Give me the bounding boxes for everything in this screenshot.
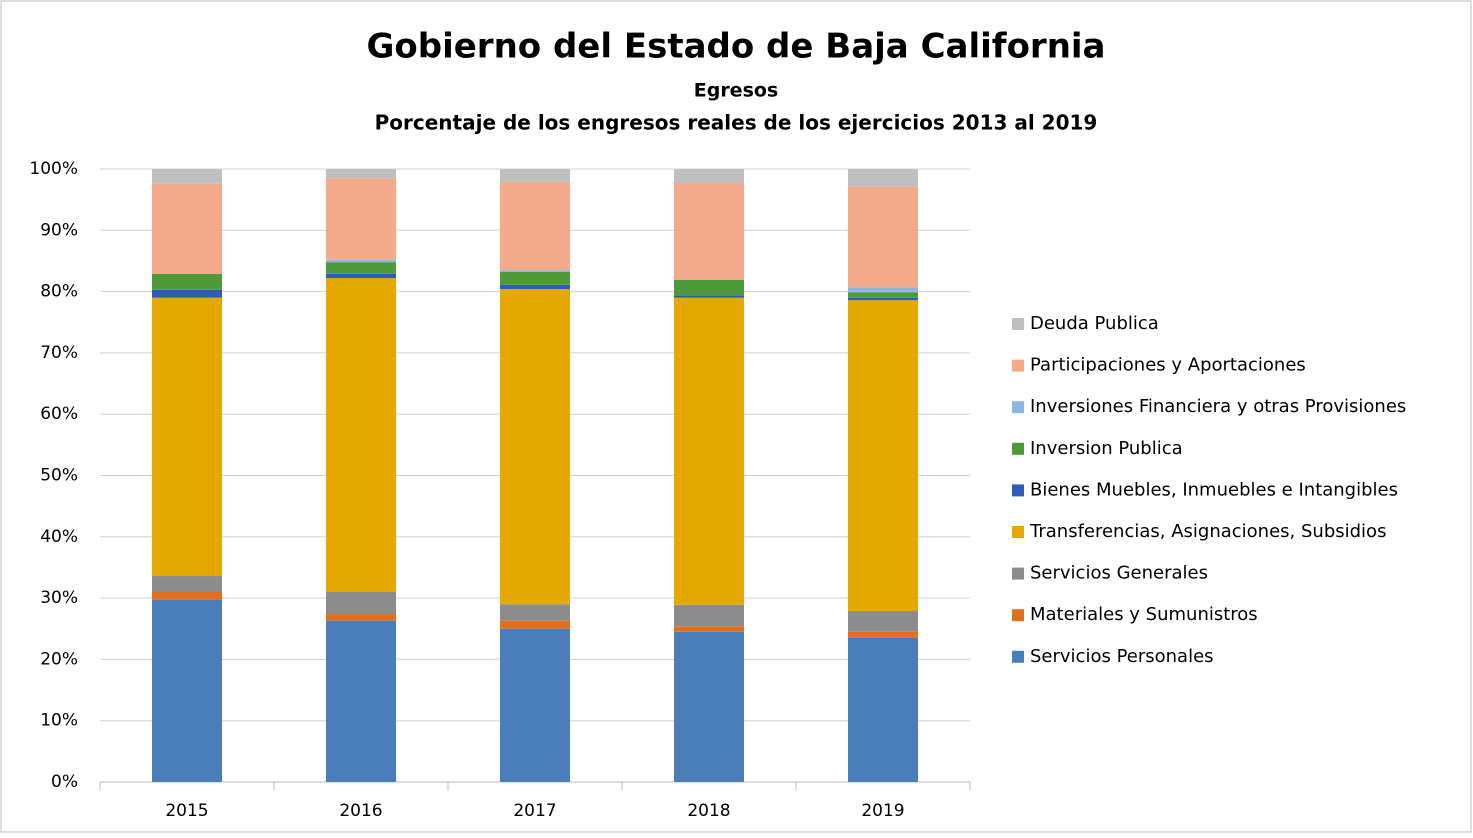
bar-segment [152,599,222,782]
legend-swatch [1012,318,1024,330]
bar-segment [674,297,744,605]
y-tick-label: 0% [51,772,78,792]
chart-subtitle: Porcentaje de los engresos reales de los… [375,111,1098,135]
bar-segment [500,628,570,782]
y-tick-label: 70% [40,343,78,363]
x-tick-label: 2018 [687,801,730,821]
bar-segment [674,604,744,627]
x-tick-label: 2015 [165,801,208,821]
legend-label: Inversion Publica [1030,438,1183,459]
bar-segment [326,169,396,179]
legend-swatch [1012,526,1024,538]
bar-segment [674,631,744,782]
bar-segment [674,183,744,280]
y-tick-label: 90% [40,220,78,240]
bar-segment [848,292,918,298]
bar-segment [152,169,222,184]
x-tick-label: 2017 [513,801,556,821]
bar-segment [500,181,570,271]
y-tick-label: 10% [40,711,78,731]
bar-segment [152,297,222,577]
x-tick-label: 2019 [861,801,904,821]
bar-segment [326,614,396,621]
y-tick-label: 80% [40,282,78,302]
legend-label: Servicios Personales [1030,646,1214,667]
legend-swatch [1012,401,1024,414]
legend-swatch [1012,484,1024,497]
bar-segment [152,576,222,592]
bar-segment [848,297,918,301]
bar-segment [500,270,570,272]
bar-segment [152,183,222,274]
legend-label: Participaciones y Aportaciones [1030,355,1306,376]
bar-segment [326,273,396,279]
y-tick-label: 20% [40,649,78,669]
chart-title: Gobierno del Estado de Baja California [366,27,1105,67]
y-tick-label: 60% [40,404,78,424]
bar-segment [848,631,918,638]
bar-segment [500,620,570,629]
y-tick-label: 100% [29,159,78,179]
bar-segment [848,287,918,293]
bar-segment [848,169,918,187]
bar-segment [500,284,570,290]
bar-segment [500,169,570,182]
bar-segment [152,591,222,600]
bar-segment [500,604,570,621]
bar-segment [326,262,396,274]
bar-segment [326,620,396,782]
legend-swatch [1012,609,1024,622]
legend-label: Transferencias, Asignaciones, Subsidios [1029,521,1386,542]
legend-label: Deuda Publica [1030,313,1159,334]
legend-label: Inversiones Financiera y otras Provision… [1030,396,1406,417]
legend-swatch [1012,359,1024,372]
legend-label: Bienes Muebles, Inmuebles e Intangibles [1030,479,1398,500]
legend-label: Servicios Generales [1030,563,1208,584]
bar-segment [674,279,744,296]
bar-segment [326,591,396,615]
legend-swatch [1012,650,1024,663]
bar-segment [848,637,918,782]
bar-segment [152,273,222,290]
bar-segment [848,610,918,632]
y-tick-label: 50% [40,466,78,486]
bar-segment [674,169,744,184]
legend-swatch [1012,442,1024,455]
bar-segment [500,271,570,285]
bar-segment [674,295,744,298]
legend-label: Materiales y Sumunistros [1030,604,1258,625]
bar-segment [500,289,570,605]
bar-segment [152,289,222,298]
bar-segment [326,259,396,263]
bar-segment [848,300,918,611]
bar-segment [326,178,396,260]
legend-swatch [1012,567,1024,580]
y-tick-label: 30% [40,588,78,608]
chart-subtitle: Egresos [694,80,779,102]
bar-segment [848,186,918,288]
bar-segment [674,626,744,632]
y-tick-label: 40% [40,527,78,547]
x-tick-label: 2016 [339,801,382,821]
bar-segment [326,278,396,592]
